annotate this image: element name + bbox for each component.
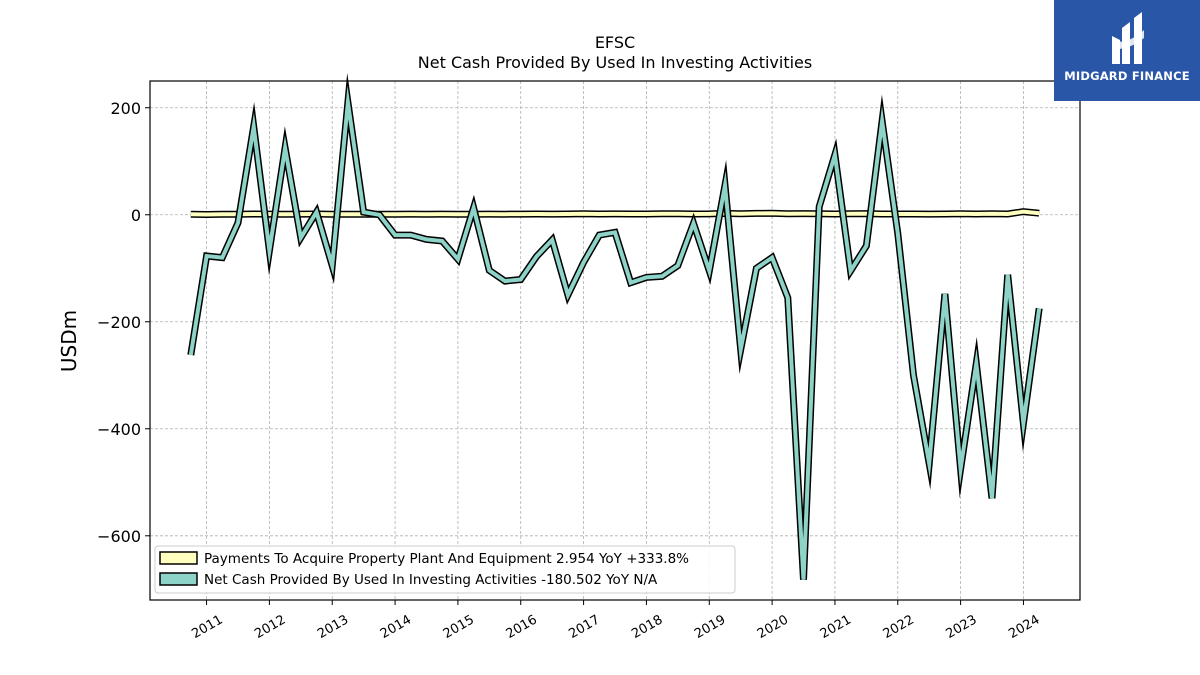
y-tick-label: 0 — [131, 206, 141, 225]
legend-box — [154, 545, 736, 594]
legend: Payments To Acquire Property Plant And E… — [154, 545, 736, 594]
x-tick-label: 2011 — [189, 612, 225, 642]
legend-swatch-capex — [159, 551, 198, 565]
x-ticks: 2011 2012 2013 2014 2015 2016 2017 2018 2019 2020… — [189, 600, 1042, 642]
logo-mark-icon — [1112, 12, 1144, 64]
chart-title: EFSC — [595, 33, 635, 52]
x-tick-label: 2022 — [881, 612, 917, 642]
x-tick-label: 2023 — [943, 612, 979, 642]
x-tick-label: 2012 — [252, 612, 288, 642]
grid — [150, 81, 1080, 600]
logo-text: MIDGARD FINANCE — [1064, 69, 1190, 83]
series-line-1 — [188, 85, 1042, 580]
y-axis-label: USDm — [57, 310, 81, 372]
x-tick-label: 2014 — [378, 612, 414, 642]
y-tick-label: −400 — [97, 420, 141, 439]
legend-label-capex: Payments To Acquire Property Plant And E… — [204, 551, 689, 567]
plot-frame — [149, 80, 1081, 601]
x-tick-label: 2018 — [629, 612, 665, 642]
series-outline-1 — [187, 72, 1043, 580]
x-tick-label: 2021 — [818, 612, 854, 642]
x-tick-label: 2013 — [315, 612, 351, 642]
x-tick-label: 2019 — [692, 612, 728, 642]
x-tick-label: 2024 — [1006, 612, 1042, 642]
midgard-finance-logo: MIDGARD FINANCE — [1054, 0, 1200, 101]
chart-subtitle: Net Cash Provided By Used In Investing A… — [418, 53, 812, 72]
y-tick-label: −200 — [97, 313, 141, 332]
y-tick-label: 200 — [110, 99, 141, 118]
x-tick-label: 2015 — [441, 612, 477, 642]
y-ticks: 200 0 −200 −400 −600 — [97, 99, 150, 546]
legend-label-investing: Net Cash Provided By Used In Investing A… — [204, 572, 658, 588]
x-tick-label: 2017 — [566, 612, 602, 642]
y-tick-label: −600 — [97, 527, 141, 546]
x-tick-label: 2016 — [504, 612, 540, 642]
legend-swatch-investing — [159, 572, 198, 586]
x-tick-label: 2020 — [755, 612, 791, 642]
series-layer — [187, 72, 1043, 580]
